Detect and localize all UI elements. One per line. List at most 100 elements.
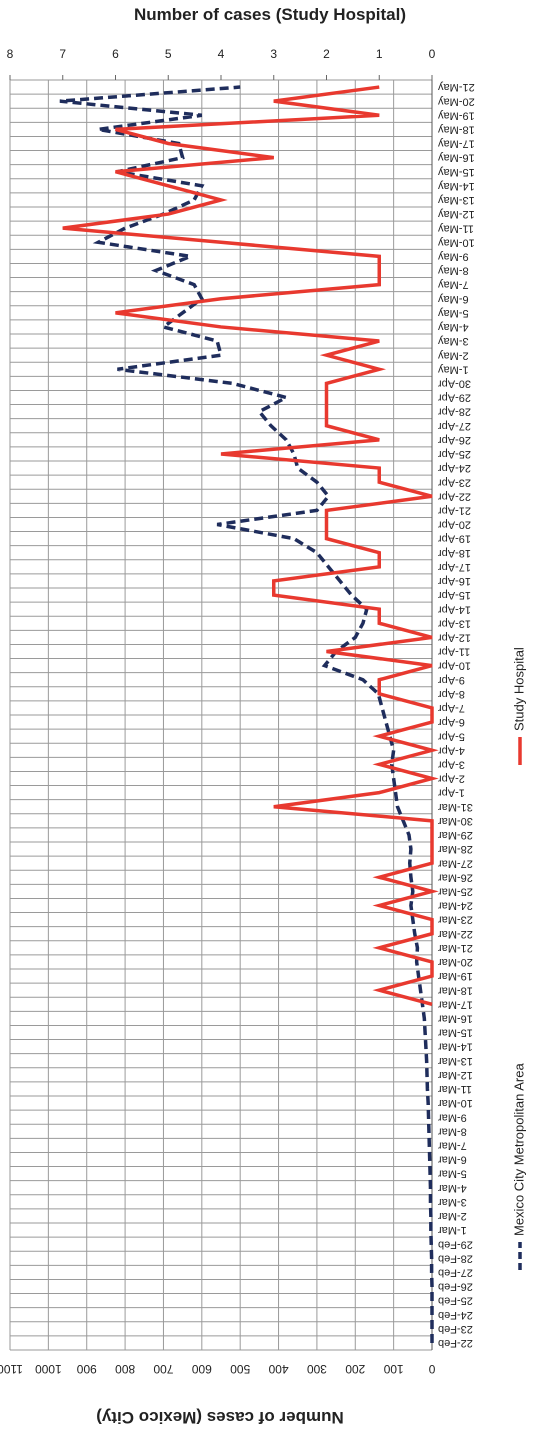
x-tick-label: 9-May bbox=[438, 250, 469, 262]
x-tick-label: 16-May bbox=[438, 152, 475, 164]
x-tick-label: 18-Mar bbox=[438, 984, 473, 996]
x-tick-label: 8-May bbox=[438, 265, 469, 277]
x-tick-label: 10-May bbox=[438, 236, 475, 248]
x-tick-label: 15-Mar bbox=[438, 1027, 473, 1039]
x-tick-label: 14-Apr bbox=[438, 603, 471, 615]
x-tick-label: 29-Feb bbox=[438, 1238, 473, 1250]
x-tick-label: 11-Apr bbox=[438, 646, 471, 658]
x-tick-label: 22-Mar bbox=[438, 928, 473, 940]
x-tick-label: 15-Apr bbox=[438, 589, 471, 601]
x-tick-label: 3-Mar bbox=[438, 1196, 467, 1208]
x-tick-label: 7-Mar bbox=[438, 1139, 467, 1151]
x-tick-label: 30-Apr bbox=[438, 377, 471, 389]
x-tick-label: 4-Apr bbox=[438, 744, 465, 756]
x-tick-label: 8-Apr bbox=[438, 688, 465, 700]
x-tick-label: 5-May bbox=[438, 307, 469, 319]
y-tick-label: 700 bbox=[153, 1362, 173, 1376]
y-axis-title: Number of cases (Mexico City) bbox=[96, 1408, 344, 1427]
x-tick-label: 23-Apr bbox=[438, 476, 471, 488]
x-tick-label: 9-Mar bbox=[438, 1111, 467, 1123]
x-tick-label: 17-Mar bbox=[438, 998, 473, 1010]
x-tick-label: 23-Feb bbox=[438, 1323, 473, 1335]
x-tick-label: 9-Apr bbox=[438, 674, 465, 686]
x-tick-label: 13-Mar bbox=[438, 1055, 473, 1067]
x-tick-label: 25-Mar bbox=[438, 885, 473, 897]
x-tick-label: 27-Apr bbox=[438, 420, 471, 432]
x-tick-label: 3-Apr bbox=[438, 758, 465, 770]
x-tick-label: 18-Apr bbox=[438, 547, 471, 559]
x-tick-label: 8-Mar bbox=[438, 1125, 467, 1137]
x-tick-label: 20-Apr bbox=[438, 519, 471, 531]
x-tick-label: 26-Apr bbox=[438, 434, 471, 446]
x-tick-label: 12-Mar bbox=[438, 1069, 473, 1081]
y-tick-label: 500 bbox=[230, 1362, 250, 1376]
series-line bbox=[59, 85, 434, 1343]
legend-label: Mexico City Metropolitan Area bbox=[511, 1063, 526, 1236]
x-tick-label: 4-Mar bbox=[438, 1182, 467, 1194]
x-tick-label: 21-Apr bbox=[438, 504, 471, 516]
x-tick-label: 25-Feb bbox=[438, 1295, 473, 1307]
series-line bbox=[62, 85, 439, 1006]
x-tick-label: 10-Apr bbox=[438, 660, 471, 672]
chart-title: Number of cases (Study Hospital) bbox=[134, 5, 406, 24]
x-tick-label: 6-Apr bbox=[438, 716, 465, 728]
x-tick-label: 2-Apr bbox=[438, 773, 465, 785]
x-tick-label: 20-Mar bbox=[438, 956, 473, 968]
y2-tick-label: 7 bbox=[59, 47, 66, 61]
x-tick-label: 12-May bbox=[438, 208, 475, 220]
x-tick-label: 21-May bbox=[438, 81, 475, 93]
x-tick-label: 28-Apr bbox=[438, 406, 471, 418]
x-tick-label: 2-May bbox=[438, 349, 469, 361]
x-tick-label: 29-Apr bbox=[438, 392, 471, 404]
x-tick-label: 16-Mar bbox=[438, 1012, 473, 1024]
y2-tick-label: 6 bbox=[112, 47, 119, 61]
x-tick-label: 5-Apr bbox=[438, 730, 465, 742]
x-tick-label: 29-Mar bbox=[438, 829, 473, 841]
x-tick-label: 6-Mar bbox=[438, 1154, 467, 1166]
x-tick-label: 4-May bbox=[438, 321, 469, 333]
y-tick-label: 200 bbox=[345, 1362, 365, 1376]
x-tick-label: 22-Apr bbox=[438, 490, 471, 502]
x-tick-label: 1-Mar bbox=[438, 1224, 467, 1236]
x-tick-label: 26-Feb bbox=[438, 1281, 473, 1293]
y2-tick-label: 1 bbox=[376, 47, 383, 61]
x-tick-label: 19-May bbox=[438, 109, 475, 121]
x-tick-label: 10-Mar bbox=[438, 1097, 473, 1109]
x-tick-label: 3-May bbox=[438, 335, 469, 347]
x-tick-label: 16-Apr bbox=[438, 575, 471, 587]
x-tick-label: 26-Mar bbox=[438, 871, 473, 883]
x-tick-label: 13-May bbox=[438, 194, 475, 206]
x-tick-label: 17-May bbox=[438, 138, 475, 150]
x-tick-label: 19-Mar bbox=[438, 970, 473, 982]
x-tick-label: 6-May bbox=[438, 293, 469, 305]
y2-tick-label: 3 bbox=[270, 47, 277, 61]
x-tick-label: 13-Apr bbox=[438, 617, 471, 629]
y-tick-label: 400 bbox=[268, 1362, 288, 1376]
y-tick-label: 600 bbox=[191, 1362, 211, 1376]
x-tick-label: 20-May bbox=[438, 95, 475, 107]
x-tick-label: 14-May bbox=[438, 180, 475, 192]
x-tick-label: 14-Mar bbox=[438, 1041, 473, 1053]
x-tick-label: 22-Feb bbox=[438, 1337, 473, 1349]
x-tick-label: 5-Mar bbox=[438, 1168, 467, 1180]
x-tick-label: 7-Apr bbox=[438, 702, 465, 714]
x-tick-label: 24-Feb bbox=[438, 1309, 473, 1321]
x-tick-label: 19-Apr bbox=[438, 533, 471, 545]
x-tick-label: 27-Mar bbox=[438, 857, 473, 869]
x-tick-label: 15-May bbox=[438, 166, 475, 178]
x-tick-label: 11-May bbox=[438, 222, 474, 234]
x-tick-label: 28-Feb bbox=[438, 1252, 473, 1264]
x-tick-label: 28-Mar bbox=[438, 843, 473, 855]
x-tick-label: 30-Mar bbox=[438, 815, 473, 827]
x-tick-label: 31-Mar bbox=[438, 801, 473, 813]
y-tick-label: 300 bbox=[307, 1362, 327, 1376]
x-tick-label: 1-May bbox=[438, 363, 469, 375]
x-tick-label: 25-Apr bbox=[438, 448, 471, 460]
y-tick-label: 100 bbox=[383, 1362, 403, 1376]
y2-tick-label: 0 bbox=[429, 47, 436, 61]
x-tick-label: 2-Mar bbox=[438, 1210, 467, 1222]
x-tick-label: 12-Apr bbox=[438, 631, 471, 643]
x-tick-label: 24-Mar bbox=[438, 900, 473, 912]
